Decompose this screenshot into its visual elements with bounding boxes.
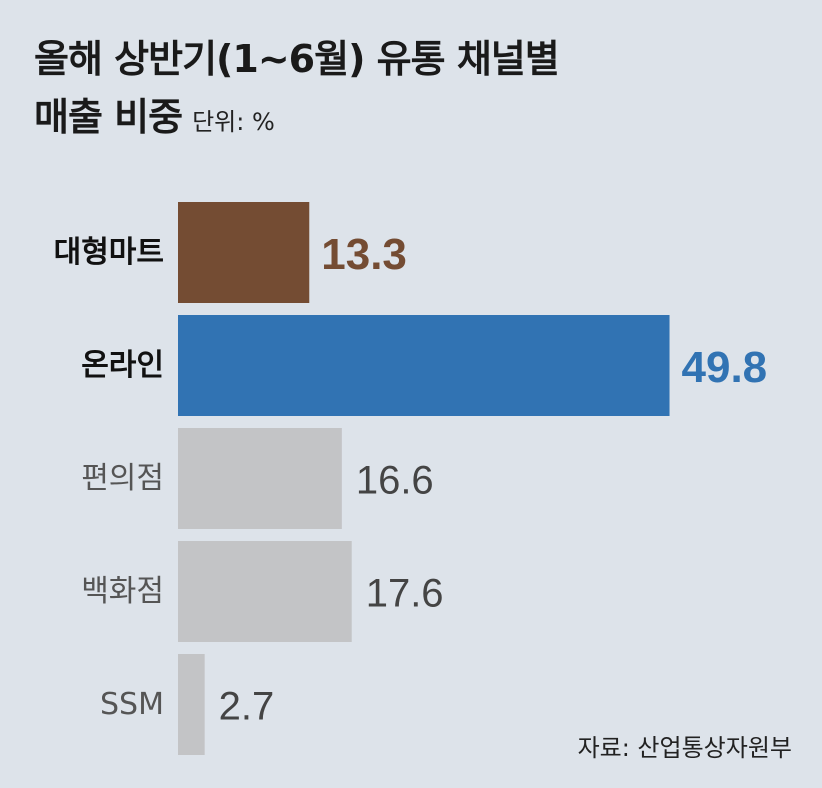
value-label-3: 17.6 [366, 572, 444, 616]
bar-2 [178, 428, 342, 529]
bar-3 [178, 541, 352, 642]
bar-1 [178, 315, 670, 416]
chart-title: 올해 상반기(1~6월) 유통 채널별 매출 비중 단위: % [34, 30, 560, 151]
category-label-3: 백화점 [81, 574, 164, 609]
value-label-1: 49.8 [682, 343, 768, 392]
title-line-2: 매출 비중 단위: % [34, 88, 559, 151]
title-line-2-text: 매출 비중 [34, 95, 183, 139]
title-line-1: 올해 상반기(1~6월) 유통 채널별 [34, 37, 560, 81]
category-label-0: 대형마트 [54, 235, 164, 270]
bar-0 [178, 202, 310, 303]
value-label-4: 2.7 [219, 685, 275, 729]
category-label-1: 온라인 [81, 348, 164, 383]
category-label-2: 편의점 [81, 461, 164, 496]
unit-label: 단위: % [192, 108, 275, 136]
value-label-0: 13.3 [321, 230, 407, 279]
bar-4 [178, 654, 205, 755]
source-note: 자료: 산업통상자원부 [577, 734, 792, 762]
value-label-2: 16.6 [356, 459, 434, 503]
category-label-4: SSM [100, 687, 164, 722]
